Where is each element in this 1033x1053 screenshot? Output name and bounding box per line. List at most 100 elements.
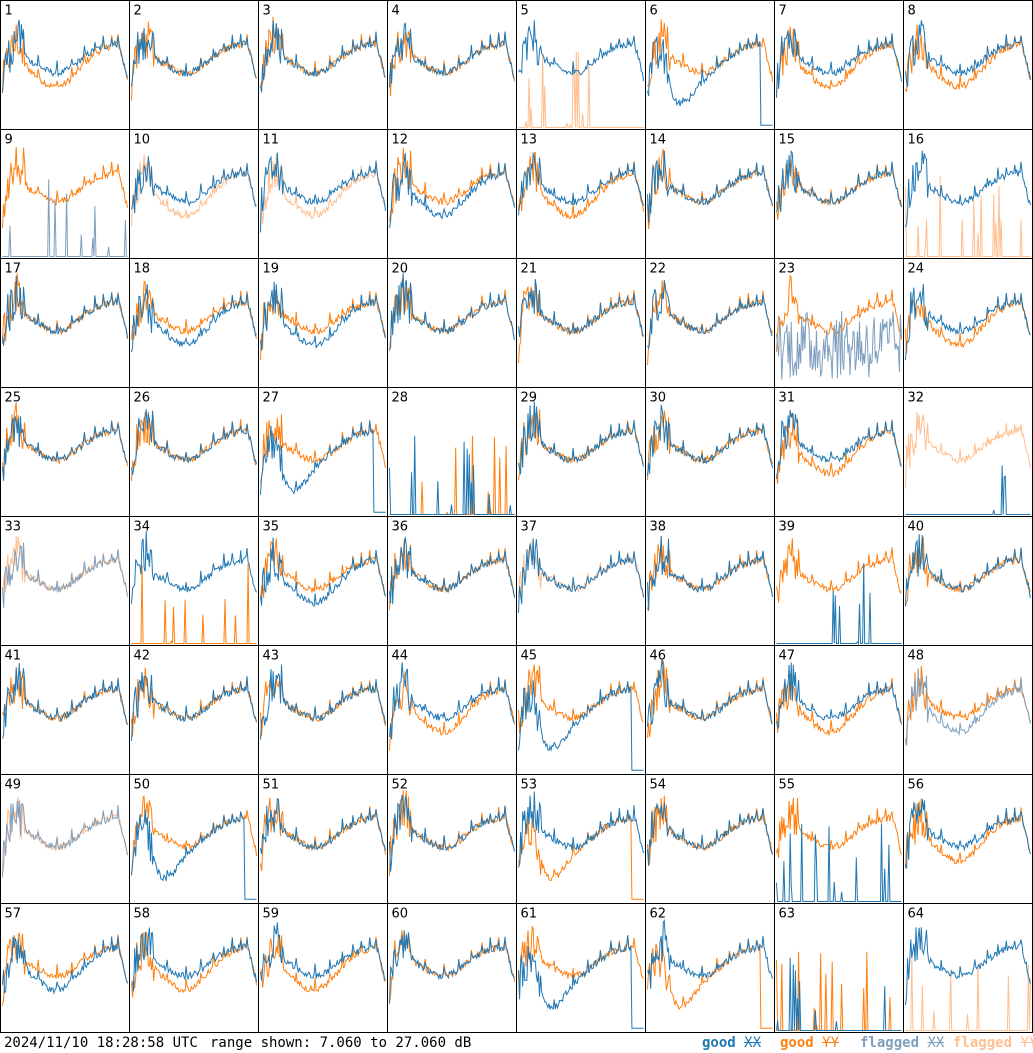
panel-label: 60	[392, 907, 409, 922]
panel-label: 50	[134, 778, 151, 793]
panel-frame	[774, 0, 904, 130]
panel-label: 59	[263, 907, 280, 922]
panel-label: 40	[908, 520, 925, 535]
panel-label: 30	[650, 391, 667, 406]
panel-frame	[516, 903, 646, 1033]
panel-12: 12	[387, 129, 517, 259]
series-xx-panel-34	[131, 531, 257, 604]
series-xx-panel-32	[905, 465, 1031, 515]
panel-48: 48	[903, 645, 1033, 775]
series-xx-panel-43	[260, 664, 386, 740]
panel-10: 10	[129, 129, 259, 259]
panel-label: 34	[134, 520, 151, 535]
series-xx-panel-7	[776, 28, 902, 98]
panel-label: 10	[134, 133, 151, 148]
panel-15: 15	[774, 129, 904, 259]
panel-label: 25	[5, 391, 22, 406]
series-xx-panel-60	[389, 930, 515, 1004]
panel-frame	[903, 645, 1033, 775]
panel-label: 61	[521, 907, 538, 922]
panel-label: 44	[392, 649, 409, 664]
panel-frame	[516, 516, 646, 646]
series-xx-panel-33	[2, 542, 128, 608]
series-xx-panel-25	[2, 416, 128, 481]
panel-frame	[258, 516, 388, 646]
panel-50: 50	[129, 774, 259, 904]
panel-49: 49	[0, 774, 130, 904]
series-xx-panel-31	[776, 409, 902, 479]
range-text: range shown: 7.060 to 27.060 dB	[210, 1035, 472, 1051]
panel-63: 63	[774, 903, 904, 1033]
panel-label: 18	[134, 262, 151, 277]
panel-label: 51	[263, 778, 280, 793]
panel-frame	[774, 645, 904, 775]
legend-pol: XX	[744, 1035, 762, 1051]
panel-label: 12	[392, 133, 409, 148]
series-xx-panel-14	[647, 150, 773, 223]
timestamp: 2024/11/10 18:28:58 UTC	[4, 1035, 198, 1051]
series-xx-panel-35	[260, 537, 386, 608]
panel-57: 57	[0, 903, 130, 1033]
series-xx-panel-11	[260, 152, 386, 233]
panel-47: 47	[774, 645, 904, 775]
panel-frame	[387, 387, 517, 517]
series-yy-panel-64	[905, 955, 1031, 1031]
panel-55: 55	[774, 774, 904, 904]
panel-label: 46	[650, 649, 667, 664]
panel-frame	[0, 0, 130, 130]
series-xx-panel-20	[389, 273, 515, 350]
series-yy-panel-45	[518, 664, 644, 734]
panel-frame	[129, 0, 259, 130]
series-yy-panel-34	[131, 563, 257, 644]
series-yy-panel-47	[776, 673, 902, 737]
panel-label: 2	[134, 4, 142, 19]
series-xx-panel-57	[2, 936, 128, 995]
series-yy-panel-32	[905, 411, 1031, 489]
panel-label: 49	[5, 778, 22, 793]
series-xx-panel-52	[389, 794, 515, 872]
series-yy-panel-6	[647, 19, 773, 88]
panel-20: 20	[387, 258, 517, 388]
series-xx-panel-1	[2, 19, 128, 93]
series-xx-panel-23	[776, 310, 902, 380]
panel-38: 38	[645, 516, 775, 646]
panel-42: 42	[129, 645, 259, 775]
series-yy-panel-27	[260, 414, 386, 483]
panel-label: 43	[263, 649, 280, 664]
series-xx-panel-40	[905, 534, 1031, 607]
panel-label: 7	[779, 4, 787, 19]
series-xx-panel-41	[2, 662, 128, 739]
panel-frame	[0, 129, 130, 259]
panel-label: 24	[908, 262, 925, 277]
panel-frame	[903, 516, 1033, 646]
panel-19: 19	[258, 258, 388, 388]
panel-46: 46	[645, 645, 775, 775]
panel-label: 48	[908, 649, 925, 664]
series-xx-panel-3	[260, 20, 386, 93]
series-xx-panel-53	[518, 791, 644, 868]
series-xx-panel-4	[389, 22, 515, 88]
panel-8: 8	[903, 0, 1033, 130]
panel-label: 62	[650, 907, 667, 922]
panel-35: 35	[258, 516, 388, 646]
panel-frame	[387, 645, 517, 775]
series-xx-panel-21	[518, 279, 644, 337]
panel-frame	[903, 387, 1033, 517]
series-xx-panel-54	[647, 802, 773, 867]
panel-34: 34	[129, 516, 259, 646]
legend-prefix: flagged	[953, 1035, 1021, 1051]
panel-frame	[903, 903, 1033, 1033]
series-xx-panel-6	[647, 33, 773, 126]
series-yy-panel-8	[905, 24, 1031, 93]
panel-label: 56	[908, 778, 925, 793]
panel-frame	[0, 774, 130, 904]
panel-13: 13	[516, 129, 646, 259]
series-xx-panel-19	[260, 281, 386, 351]
panel-frame	[129, 516, 259, 646]
panel-label: 9	[5, 133, 13, 148]
legend-prefix: good	[780, 1035, 823, 1051]
panel-label: 8	[908, 4, 916, 19]
panel-11: 11	[258, 129, 388, 259]
panel-59: 59	[258, 903, 388, 1033]
panel-3: 3	[258, 0, 388, 130]
